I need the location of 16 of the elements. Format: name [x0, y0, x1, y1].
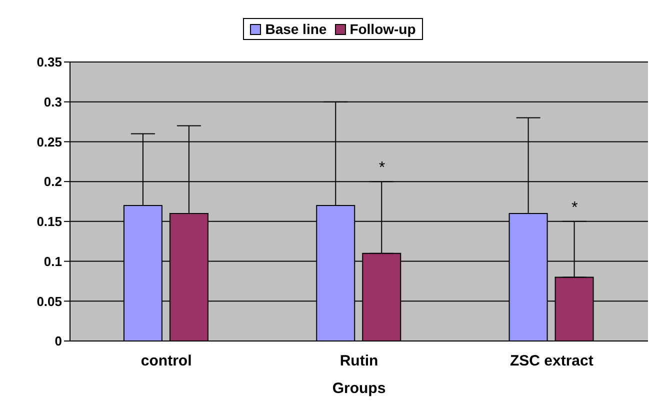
x-tick-label: control [140, 352, 192, 370]
legend-label: Follow-up [348, 21, 416, 37]
y-tick-label: 0 [54, 334, 62, 349]
y-tick-label: 0.35 [36, 54, 62, 70]
legend-label: Base line [264, 21, 327, 37]
x-axis-title: Groups [332, 380, 386, 397]
y-tick-label: 0.2 [44, 174, 62, 190]
annotation: * [572, 199, 578, 216]
annotation: * [378, 160, 386, 177]
y-tick-label: 0.05 [36, 294, 62, 309]
y-tick-label: 0.15 [36, 214, 62, 230]
y-tick-label: 0.25 [36, 134, 62, 150]
x-tick-label: Rutin [340, 352, 378, 370]
x-tick-label: ZSC extract [510, 352, 594, 370]
y-tick-label: 0.3 [44, 94, 62, 110]
y-tick-label: 0.1 [44, 254, 62, 269]
